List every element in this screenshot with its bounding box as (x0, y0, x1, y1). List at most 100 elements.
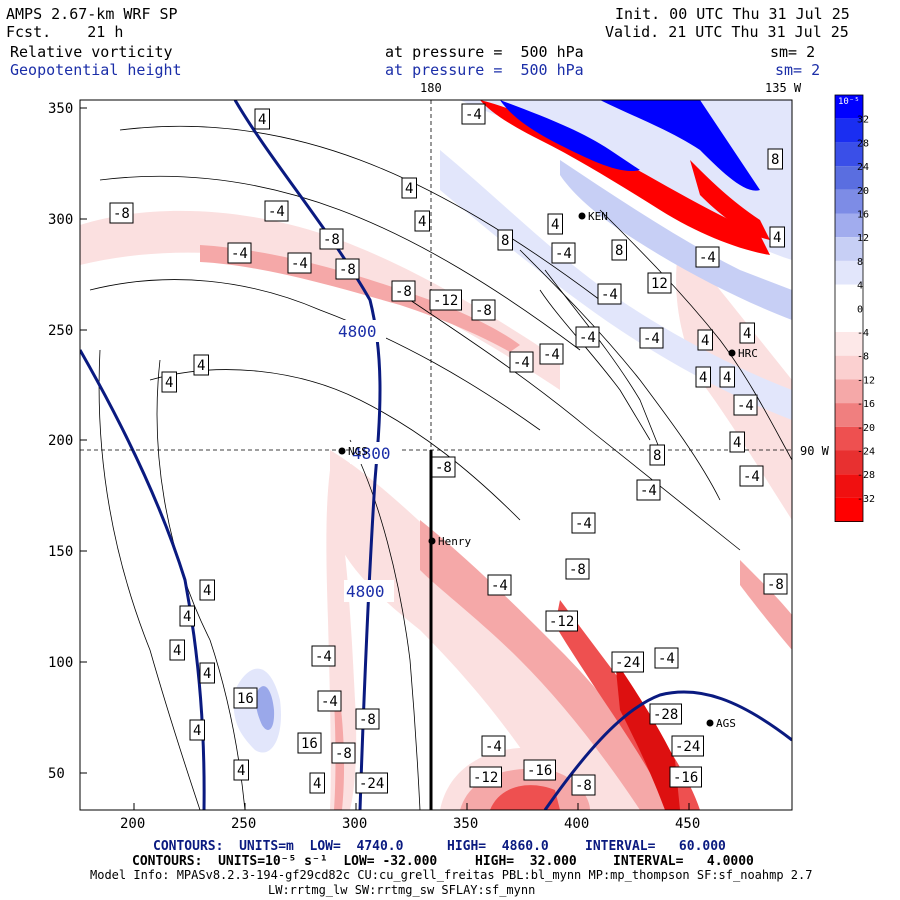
contour-label: -12 (549, 614, 574, 630)
x-tick-label: 300 (342, 816, 367, 832)
contour-label-box (763, 573, 788, 595)
contour-label: -8 (113, 206, 130, 222)
field1-smoothing: sm= 2 (770, 43, 816, 61)
colorbar-segment (835, 426, 863, 451)
contour-label-box (199, 579, 215, 601)
contour-label: 8 (653, 448, 661, 464)
colorbar-segment (835, 213, 863, 238)
contour-label: 4 (165, 375, 173, 391)
contour-label-box (309, 772, 325, 794)
contour-label: -8 (767, 577, 784, 593)
colorbar-units: 10⁻⁵ s⁻¹ (838, 97, 881, 107)
colorbar-segment (835, 284, 863, 332)
contour-label-box (401, 177, 417, 199)
contour-label-box (654, 647, 679, 669)
colorbar-segment (835, 474, 863, 498)
contour-label-box (169, 639, 185, 661)
contour-label-box (469, 766, 502, 788)
contour-label: 8 (615, 243, 623, 259)
colorbar-label: 16 (857, 210, 869, 221)
contour-label-box (545, 610, 578, 632)
contour-label: -4 (699, 250, 716, 266)
contour-label: 8 (771, 152, 779, 168)
contour-label: -4 (543, 347, 560, 363)
contour-label: 4 (258, 112, 266, 128)
height-label: 4800 (346, 582, 385, 601)
contour-label: -4 (555, 246, 572, 262)
contour-label-box (739, 322, 755, 344)
station-label: KEN (588, 210, 608, 223)
x-tick-label: 400 (564, 816, 589, 832)
y-tick-label: 200 (48, 433, 73, 449)
height-contour-high: HIGH= 4860.0 (447, 839, 549, 854)
station-marker (728, 349, 736, 357)
height-contour-interval: INTERVAL= 60.000 (585, 839, 726, 854)
contour-label-box (729, 431, 745, 453)
contour-label: -8 (569, 562, 586, 578)
contour-label: -4 (743, 469, 760, 485)
contour-label: -8 (323, 232, 340, 248)
station-label: HRC (738, 347, 758, 360)
contour-label-box (431, 456, 456, 478)
colorbar-label: 4 (857, 281, 863, 292)
contour-label-box (227, 242, 252, 264)
contour-label: -24 (675, 739, 700, 755)
y-tick-label: 100 (48, 655, 73, 671)
contour-label-box (429, 289, 462, 311)
contour-label-box (671, 735, 704, 757)
contour-label: -4 (485, 739, 502, 755)
y-tick-label: 150 (48, 544, 73, 560)
contour-label: -4 (658, 651, 675, 667)
contour-label: 16 (237, 691, 254, 707)
lon-label-90w: 90 W (800, 444, 830, 458)
contour-label: 4 (743, 326, 751, 342)
contour-label: -16 (527, 763, 552, 779)
x-tick-label: 200 (120, 816, 145, 832)
contour-label-box (461, 103, 486, 125)
colorbar-segment (835, 497, 863, 522)
contour-label-box (739, 465, 764, 487)
contour-label: 4 (203, 666, 211, 682)
colorbar-label: -4 (857, 328, 869, 339)
contour-label: 4 (723, 370, 731, 386)
contour-label: -24 (359, 776, 384, 792)
colorbar-segment (835, 379, 863, 404)
contour-label: 4 (418, 214, 426, 230)
colorbar-label: -8 (857, 352, 869, 363)
y-tick-label: 250 (48, 323, 73, 339)
colorbar (834, 94, 864, 523)
contour-label: -4 (513, 355, 530, 371)
colorbar-label: -32 (857, 494, 875, 505)
x-tick-label: 250 (231, 816, 256, 832)
contour-label: -16 (673, 770, 698, 786)
colorbar-segment (835, 166, 863, 190)
model-info: Model Info: MPASv8.2.3-194-gf29cd82c CU:… (90, 868, 813, 882)
contour-label: 16 (301, 736, 318, 752)
contour-label-box (767, 148, 783, 170)
contour-label-box (355, 708, 380, 730)
y-tick-label: 50 (48, 766, 65, 782)
contour-label: 4 (203, 583, 211, 599)
contour-label-box (481, 735, 506, 757)
contour-label-box (649, 703, 682, 725)
contour-label: -24 (615, 655, 640, 671)
colorbar-label: -24 (857, 447, 875, 458)
contour-label-box (611, 651, 644, 673)
contour-label: -4 (315, 649, 332, 665)
colorbar-label: 24 (857, 162, 869, 173)
forecast-hour: Fcst. 21 h (6, 23, 124, 41)
contour-label: -8 (395, 284, 412, 300)
colorbar-segment (835, 403, 863, 427)
colorbar-segment (835, 95, 863, 119)
contour-label-box (636, 479, 661, 501)
field1-level: at pressure = 500 hPa (385, 43, 584, 61)
station-marker (706, 719, 714, 727)
init-time: Init. 00 UTC Thu 31 Jul 25 (615, 5, 850, 23)
contour-label: -28 (653, 707, 678, 723)
contour-label-box (335, 258, 360, 280)
contour-label-box (649, 444, 665, 466)
colorbar-label: 20 (857, 186, 869, 197)
contour-label-box (199, 662, 215, 684)
contour-label-box (414, 210, 430, 232)
